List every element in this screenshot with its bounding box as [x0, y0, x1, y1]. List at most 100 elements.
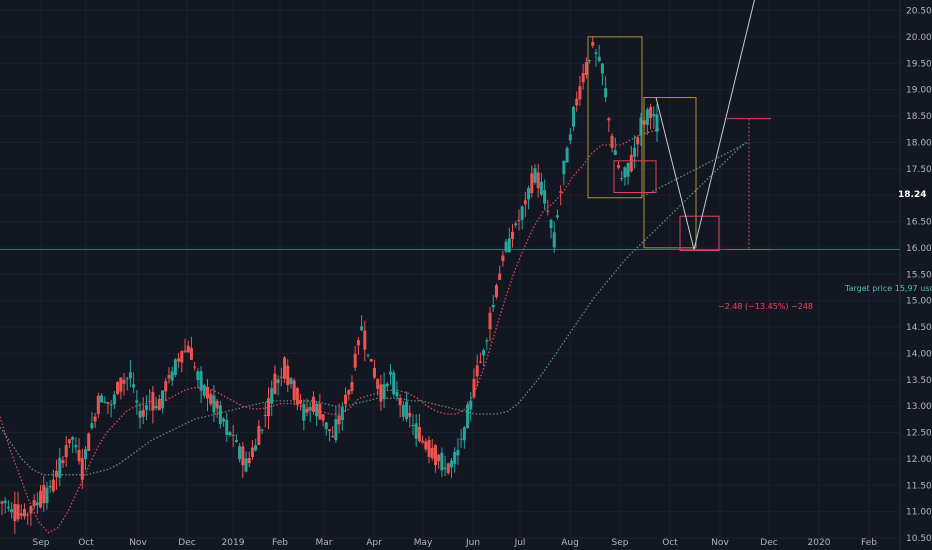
x-tick-label: Nov: [711, 538, 729, 548]
x-tick-label: 2020: [808, 538, 831, 548]
candle-body: [591, 42, 595, 46]
candle-body: [112, 394, 116, 405]
candle-body: [48, 486, 52, 488]
moving-average-fast: [0, 128, 661, 534]
candle-body: [167, 375, 171, 379]
candle-body: [286, 365, 290, 386]
x-tick-label: Jul: [514, 538, 526, 548]
candle-body: [414, 423, 418, 439]
range-box-1: [587, 36, 643, 199]
y-tick-label: 10.50: [906, 534, 932, 544]
candle-body: [10, 509, 14, 513]
candle-body: [199, 371, 203, 391]
candle-body: [491, 304, 495, 308]
candle-body: [19, 513, 23, 516]
candle-body: [472, 378, 476, 398]
candle-body: [485, 340, 489, 342]
candle-body: [411, 424, 415, 426]
candle-body: [616, 165, 620, 168]
candle-body: [225, 420, 229, 435]
x-tick-label: Sep: [612, 538, 629, 548]
candle-body: [517, 219, 521, 221]
candle-body: [597, 56, 601, 61]
price-axis[interactable]: 10.50 11.00 11.50 12.00 12.50 13.00 13.50 14.00…: [899, 0, 932, 550]
x-tick-label: Oct: [662, 538, 678, 548]
candle-body: [106, 402, 110, 404]
candle-body: [511, 231, 515, 240]
range-box-2: [643, 97, 697, 249]
candle-body: [626, 162, 630, 177]
candle-body: [276, 379, 280, 383]
x-tick-label: Nov: [129, 538, 147, 548]
candle-body: [318, 403, 322, 420]
candle-body: [193, 366, 197, 368]
candle-body: [247, 457, 251, 464]
y-tick-label: 15.00: [906, 297, 932, 307]
candle-body: [440, 452, 444, 471]
candle-body: [427, 439, 431, 457]
candle-body: [64, 445, 68, 458]
candle-body: [241, 446, 245, 466]
candle-body: [215, 400, 219, 409]
candle-body: [350, 382, 354, 392]
candle-body: [629, 154, 633, 172]
candle-body: [594, 52, 598, 54]
candle-body: [148, 400, 152, 402]
candle-body: [144, 405, 148, 410]
x-tick-label: Dec: [178, 538, 195, 548]
ma-slow-line: [0, 141, 746, 476]
y-tick-label: 19.50: [906, 59, 932, 69]
candle-body: [315, 403, 319, 417]
candle-body: [514, 223, 518, 226]
candle-body: [552, 232, 556, 248]
candle-body: [443, 467, 447, 470]
candle-body: [504, 241, 508, 252]
chart-drawings[interactable]: [587, 0, 771, 252]
candle-body: [395, 391, 399, 397]
candle-body: [501, 255, 505, 262]
y-tick-label: 20.50: [906, 7, 932, 17]
candle-body: [55, 471, 59, 477]
time-axis[interactable]: Sep Oct Nov Dec 2019 Feb Mar Apr May Jun Jul Aug Sep…: [33, 538, 878, 548]
candle-body: [546, 210, 550, 212]
candle-body: [572, 106, 576, 127]
candle-body: [639, 117, 643, 136]
candle-body: [186, 345, 190, 353]
candle-body: [128, 372, 132, 379]
candle-body: [607, 118, 611, 121]
grid-lines: [0, 0, 900, 539]
candle-body: [6, 506, 10, 509]
candle-body: [100, 395, 104, 403]
candle-body: [157, 399, 161, 411]
candle-body: [610, 135, 614, 148]
candle-body: [430, 448, 434, 459]
candle-body: [231, 434, 235, 436]
last-price-badge-bg: [896, 187, 932, 200]
candle-body: [578, 86, 582, 100]
candle-body: [498, 273, 502, 280]
x-tick-label: Dec: [760, 538, 777, 548]
y-tick-label: 15.50: [906, 270, 932, 280]
candle-body: [613, 150, 617, 156]
candle-body: [530, 173, 534, 193]
candle-body: [51, 479, 55, 492]
candle-body: [87, 433, 91, 451]
candle-body: [340, 407, 344, 421]
candle-body: [308, 406, 312, 411]
candle-body: [16, 504, 20, 520]
candle-body: [379, 384, 383, 402]
y-tick-label: 12.00: [906, 455, 932, 465]
candle-body: [93, 416, 97, 422]
candle-body: [61, 460, 65, 464]
candle-body: [321, 414, 325, 421]
candle-body: [584, 62, 588, 75]
candle-body: [559, 191, 563, 193]
candle-body: [360, 326, 364, 331]
ma-fast-line: [0, 128, 661, 534]
candle-body: [466, 404, 470, 428]
x-tick-label: Aug: [561, 538, 579, 548]
y-tick-label: 11.50: [906, 481, 932, 491]
candle-body: [536, 172, 540, 189]
candle-body: [125, 378, 129, 380]
